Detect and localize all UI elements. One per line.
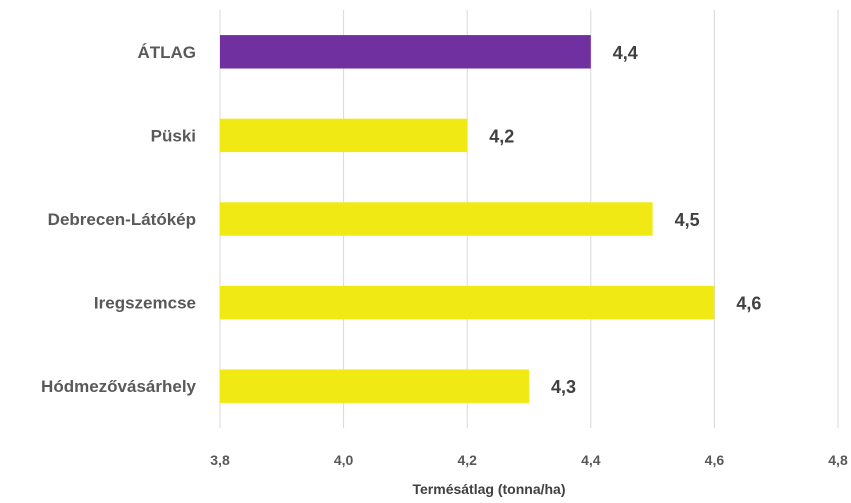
x-tick-label: 4,6 <box>705 452 725 468</box>
bar <box>220 118 468 153</box>
data-label: 4,6 <box>736 294 761 314</box>
value-labels: 4,4 4,2 4,5 4,6 4,3 <box>489 43 761 397</box>
category-label: Püski <box>151 126 196 145</box>
bar <box>220 285 715 320</box>
bar <box>220 35 591 69</box>
x-tick-label: 4,8 <box>828 452 848 468</box>
category-label: Iregszemcse <box>94 294 196 313</box>
category-label: Hódmezővásárhely <box>41 377 196 396</box>
x-axis-title: Termésátlag (tonna/ha) <box>413 481 566 497</box>
x-tick-label: 3,8 <box>210 452 230 468</box>
data-label: 4,4 <box>613 43 638 63</box>
x-tick-labels: 3,8 4,0 4,2 4,4 4,6 4,8 <box>210 452 848 468</box>
data-label: 4,2 <box>489 126 514 146</box>
data-label: 4,5 <box>675 210 700 230</box>
category-labels: ÁTLAG Püski Debrecen-Látókép Iregszemcse Hód… <box>41 43 196 396</box>
bars <box>220 35 715 403</box>
x-tick-label: 4,2 <box>457 452 477 468</box>
bar <box>220 202 653 236</box>
category-label: ÁTLAG <box>137 43 196 62</box>
data-label: 4,3 <box>551 377 576 397</box>
category-label: Debrecen-Látókép <box>48 210 196 229</box>
x-tick-label: 4,0 <box>334 452 354 468</box>
x-tick-label: 4,4 <box>581 452 601 468</box>
bar <box>220 369 529 403</box>
